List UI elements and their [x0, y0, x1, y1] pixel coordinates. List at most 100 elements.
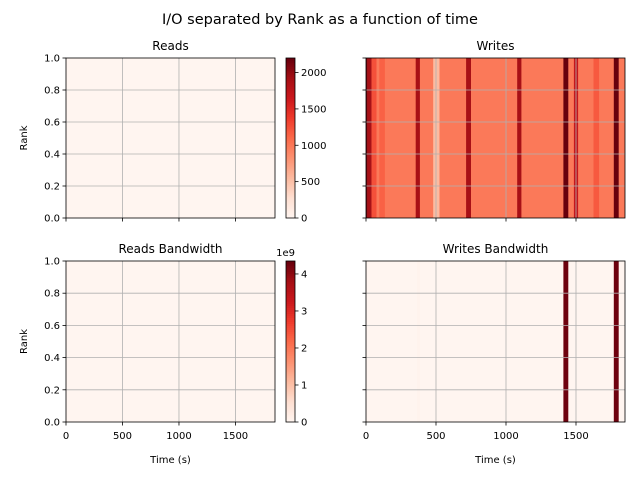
panel-3-heatmap-bar	[613, 261, 619, 422]
colorbar-counts-gradient-step	[286, 78, 295, 81]
colorbar-bandwidth-tick-label: 1	[301, 380, 307, 391]
panel-2-axes-frame	[65, 260, 276, 423]
colorbar-bandwidth-gradient-step	[286, 283, 295, 286]
colorbar-counts-gradient-step	[286, 190, 295, 193]
panel-1-heatmap-bar	[517, 58, 522, 218]
colorbar-bandwidth-gradient-step	[286, 403, 295, 407]
colorbar-bandwidth-gradient-step	[286, 335, 295, 339]
colorbar-counts-gradient-step	[286, 142, 295, 145]
colorbar-counts-gradient-step	[286, 198, 295, 201]
colorbar-counts-gradient-step	[286, 74, 295, 77]
colorbar-bandwidth-gradient-step	[286, 389, 295, 393]
colorbar-counts-gradient-step	[286, 178, 295, 181]
colorbar-bandwidth-tick-label: 4	[301, 269, 307, 280]
colorbar-bandwidth-gradient-step	[286, 313, 295, 316]
colorbar-counts-gradient-step	[286, 158, 295, 161]
colorbar-counts-gradient-step	[286, 186, 295, 189]
colorbar-counts-gradient-step	[286, 88, 295, 91]
colorbar-counts-gradient-step	[286, 132, 295, 135]
figure-suptitle: I/O separated by Rank as a function of t…	[162, 12, 478, 28]
colorbar-counts-gradient-step	[286, 96, 295, 99]
panel-2-y-tick-label: 0.6	[44, 321, 60, 332]
colorbar-bandwidth-gradient-step	[286, 401, 295, 405]
colorbar-counts-gradient-step	[286, 204, 295, 207]
colorbar-bandwidth-gradient-step	[286, 311, 295, 314]
colorbar-bandwidth-gradient-step	[286, 293, 295, 296]
colorbar-bandwidth-gradient-step	[286, 405, 295, 409]
panel-0-y-tick-label: 0.2	[44, 182, 60, 193]
colorbar-counts-gradient-step	[286, 100, 295, 103]
panel-0-title: Reads	[152, 39, 188, 53]
panel-2-heatmap-background	[66, 261, 275, 422]
colorbar-bandwidth-gradient-step	[286, 337, 295, 341]
panel-0-y-tick-label: 0.6	[44, 118, 60, 129]
colorbar-bandwidth-gradient-step	[286, 411, 295, 415]
colorbar-bandwidth-gradient-step	[286, 383, 295, 387]
colorbar-bandwidth-gradient-step	[286, 363, 295, 367]
colorbar-counts-gradient-step	[286, 194, 295, 197]
colorbar-counts-gradient-step	[286, 210, 295, 213]
colorbar-bandwidth-gradient-step	[286, 361, 295, 365]
panel-1-heatmap-bar	[371, 58, 377, 218]
panel-2-x-tick-label: 500	[113, 431, 132, 442]
panel-3-x-axis-label: Time (s)	[474, 455, 516, 466]
colorbar-bandwidth-gradient-step	[286, 355, 295, 359]
colorbar-bandwidth-gradient-step	[286, 371, 295, 375]
colorbar-counts-gradient-step	[286, 154, 295, 157]
colorbar-bandwidth-gradient-step	[286, 331, 295, 335]
panel-0-y-tick-label: 0.4	[44, 150, 60, 161]
colorbar-bandwidth-gradient-step	[286, 305, 295, 308]
colorbar-bandwidth-gradient-step	[286, 395, 295, 399]
colorbar-bandwidth-gradient-step	[286, 289, 295, 292]
panel-1-heatmap-bar	[563, 58, 569, 218]
colorbar-bandwidth-gradient-step	[286, 325, 295, 329]
panel-3-x-tick-label: 1000	[493, 431, 518, 442]
colorbar-bandwidth-gradient-step	[286, 321, 295, 324]
colorbar-bandwidth-gradient-step	[286, 391, 295, 395]
colorbar-counts-gradient-step	[286, 146, 295, 149]
panel-3-x-tick-label: 1500	[563, 431, 588, 442]
colorbar-bandwidth-gradient-step	[286, 277, 295, 280]
colorbar-bandwidth-gradient-step	[286, 409, 295, 413]
colorbar-counts-gradient-step	[286, 214, 295, 217]
colorbar-counts-gradient-step	[286, 138, 295, 141]
colorbar-bandwidth-gradient-step	[286, 339, 295, 343]
colorbar-counts-gradient-step	[286, 94, 295, 97]
colorbar-counts-tick-label: 1000	[301, 141, 326, 152]
colorbar-counts-gradient-step	[286, 120, 295, 123]
colorbar-counts-gradient-step	[286, 134, 295, 137]
panel-1-heatmap-bar	[593, 58, 600, 218]
colorbar-bandwidth-gradient-step	[286, 285, 295, 288]
colorbar-counts-gradient-step	[286, 174, 295, 177]
colorbar-counts-gradient-step	[286, 206, 295, 209]
colorbar-counts-gradient-step	[286, 60, 295, 63]
colorbar-bandwidth-gradient-step	[286, 303, 295, 306]
panel-1-heatmap-bar	[613, 58, 619, 218]
colorbar-counts-gradient-step	[286, 66, 295, 69]
panel-1-title: Writes	[477, 39, 515, 53]
colorbar-counts-gradient-step	[286, 188, 295, 191]
panel-0-heatmap-background	[66, 58, 275, 218]
colorbar-bandwidth-gradient-step	[286, 329, 295, 333]
colorbar-counts-gradient-step	[286, 216, 295, 219]
panel-1-heatmap-bar	[367, 58, 372, 218]
panel-1-heatmap-bar	[415, 58, 420, 218]
colorbar-counts-gradient-step	[286, 82, 295, 85]
panel-1-axes-frame	[365, 57, 626, 219]
panel-2-y-tick-label: 1.0	[44, 257, 60, 268]
colorbar-counts-gradient-step	[286, 128, 295, 131]
colorbar-bandwidth-gradient-step	[286, 291, 295, 294]
colorbar-counts-gradient-step	[286, 182, 295, 185]
colorbar-counts-gradient-step	[286, 208, 295, 211]
colorbar-counts-gradient-step	[286, 110, 295, 113]
colorbar-bandwidth-gradient-step	[286, 359, 295, 363]
colorbar-bandwidth-gradient-step	[286, 367, 295, 371]
panel-0-y-tick-label: 0.0	[44, 214, 60, 225]
colorbar-bandwidth-gradient-step	[286, 269, 295, 272]
colorbar-counts-gradient-step	[286, 196, 295, 199]
colorbar-bandwidth-gradient-step	[286, 301, 295, 304]
colorbar-counts-tick-label: 1500	[301, 104, 326, 115]
colorbar-counts-gradient-step	[286, 184, 295, 187]
colorbar-counts-gradient-step	[286, 170, 295, 173]
colorbar-bandwidth-gradient-step	[286, 381, 295, 385]
